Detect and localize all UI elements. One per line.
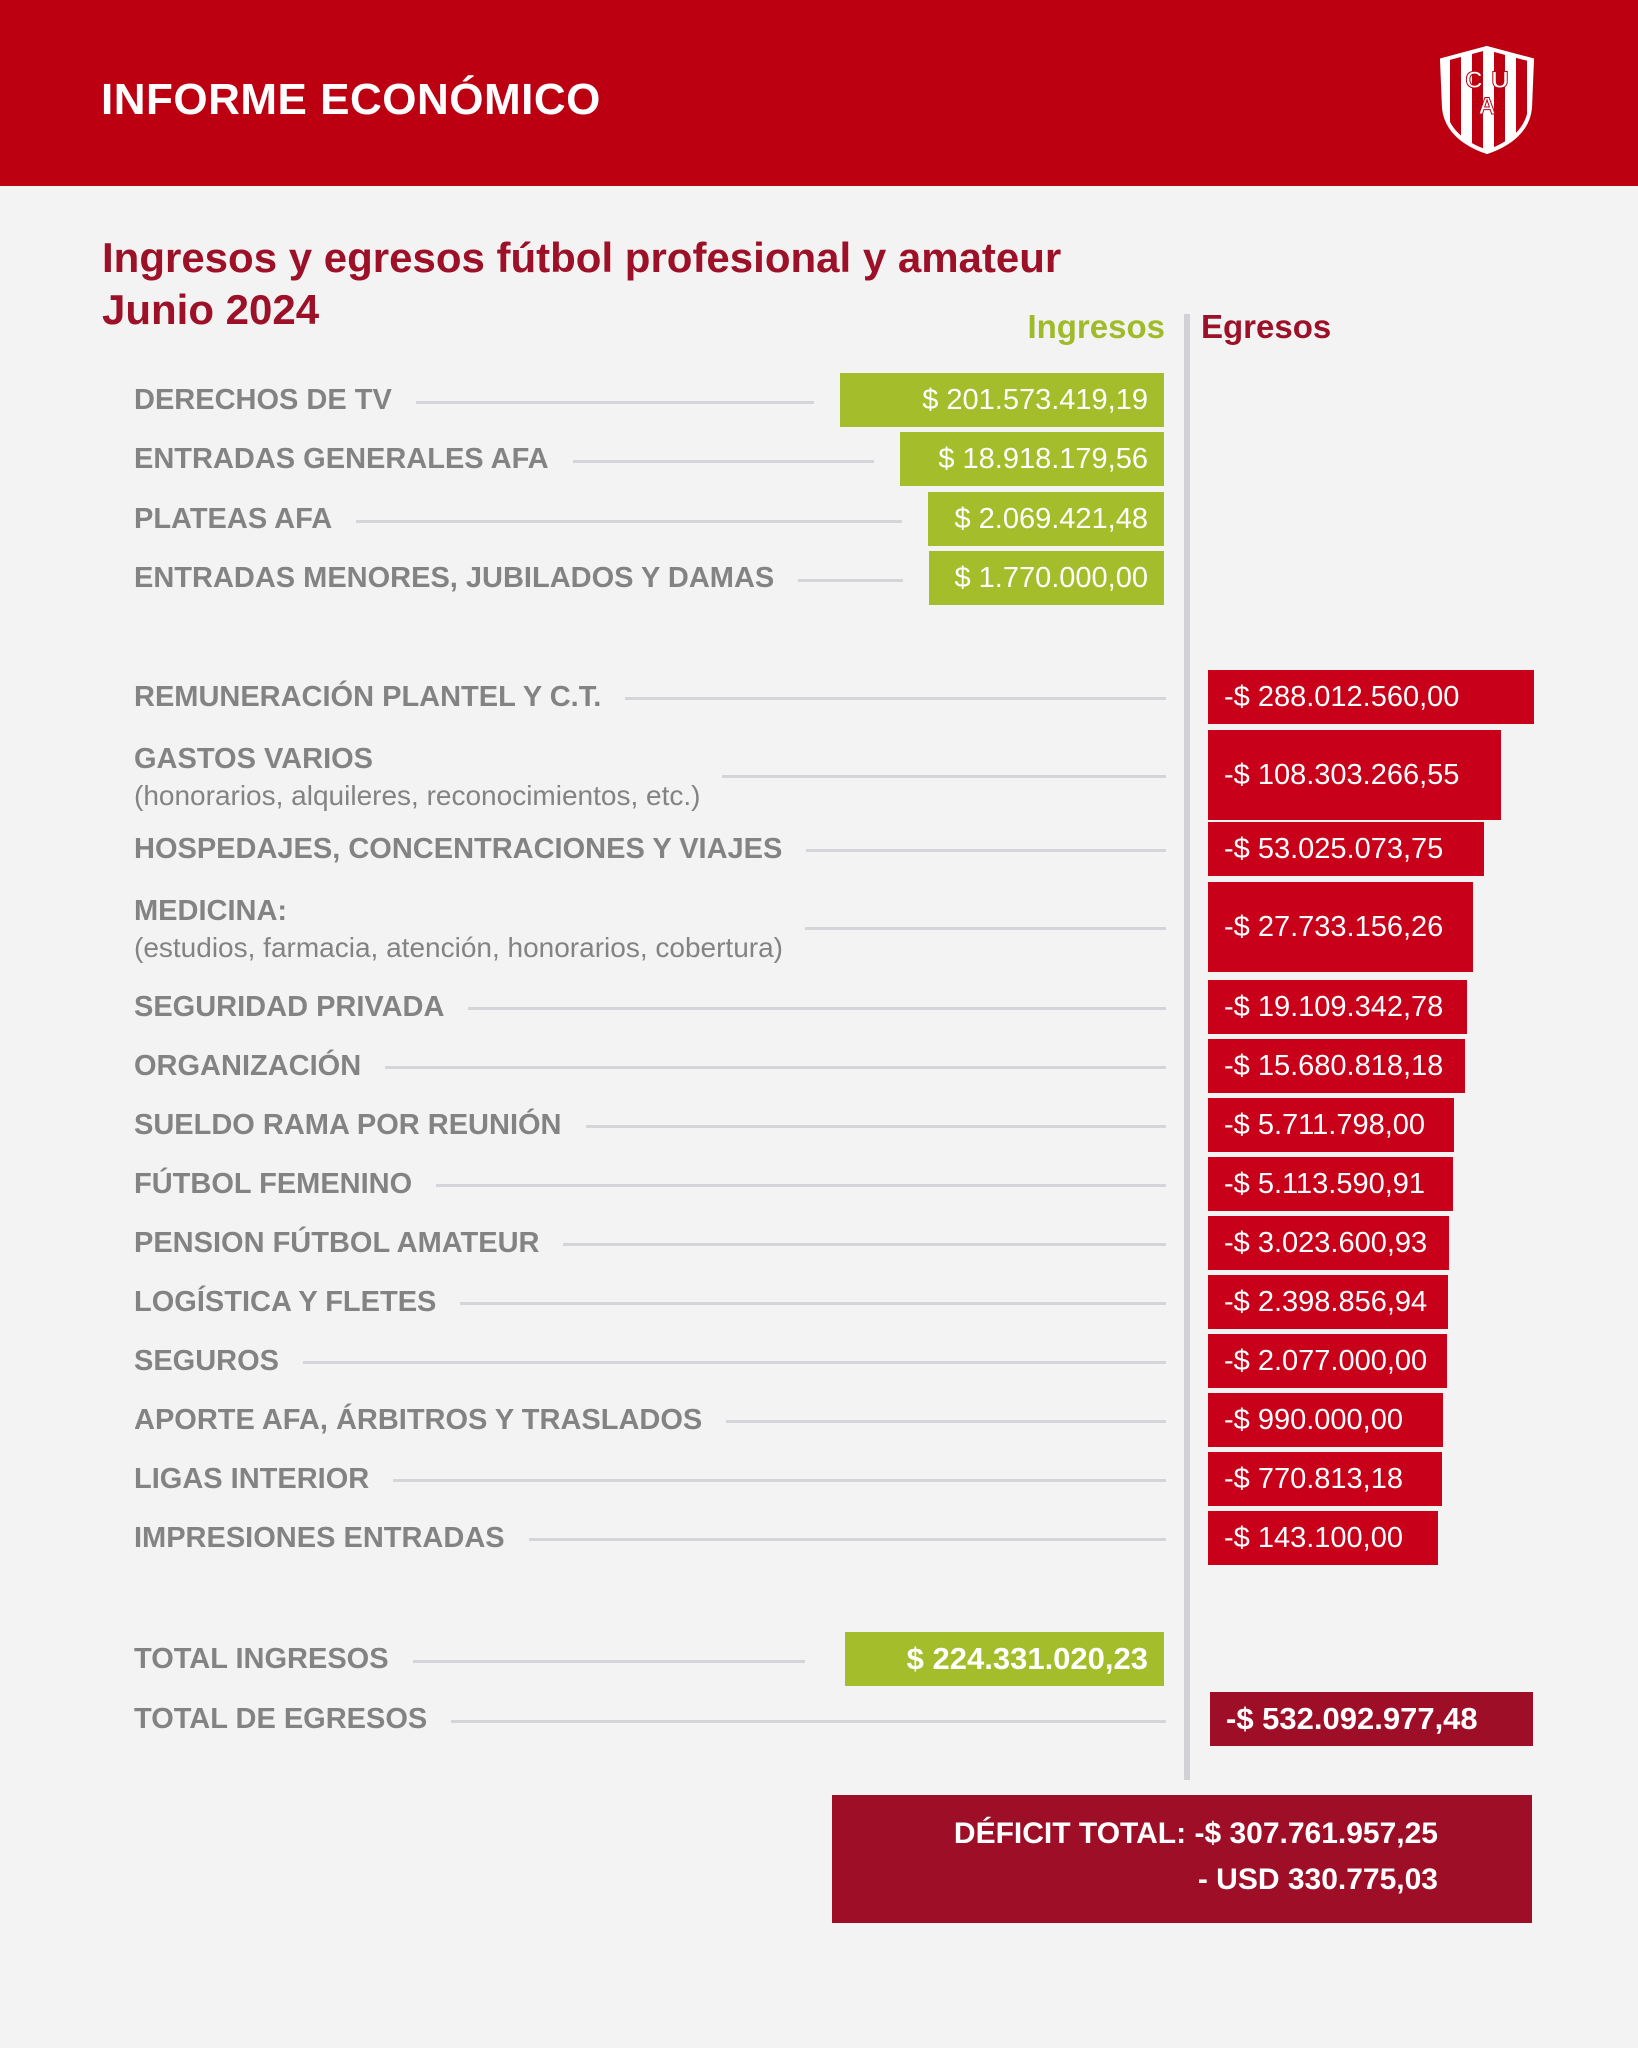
egreso-bar: -$ 15.680.818,18 — [1208, 1039, 1465, 1093]
total-ingresos-bar: $ 224.331.020,23 — [845, 1632, 1164, 1686]
egreso-label: PENSION FÚTBOL AMATEUR — [134, 1227, 540, 1259]
crest-letter-u: U — [1491, 67, 1508, 94]
ingreso-bar: $ 201.573.419,19 — [840, 373, 1164, 427]
egreso-bar: -$ 990.000,00 — [1208, 1393, 1443, 1447]
egreso-leader — [468, 1007, 1166, 1010]
ingreso-bar: $ 2.069.421,48 — [928, 492, 1164, 546]
egreso-label: LOGÍSTICA Y FLETES — [134, 1286, 437, 1318]
egreso-label: MEDICINA: — [134, 895, 288, 927]
ingreso-bar: $ 1.770.000,00 — [929, 551, 1164, 605]
egreso-label: SEGUROS — [134, 1345, 280, 1377]
egreso-leader — [303, 1361, 1166, 1364]
column-header-ingresos: Ingresos — [1027, 308, 1165, 345]
egreso-label: ORGANIZACIÓN — [134, 1050, 362, 1082]
egreso-label: APORTE AFA, ÁRBITROS Y TRASLADOS — [134, 1404, 703, 1436]
ingreso-leader — [415, 401, 814, 404]
header-banner: INFORME ECONÓMICO C A U — [0, 0, 1638, 186]
column-header-egresos: Egresos — [1201, 308, 1332, 345]
egreso-bar: -$ 3.023.600,93 — [1208, 1216, 1449, 1270]
deficit-usd: - USD 330.775,03 — [1197, 1863, 1438, 1896]
egreso-bar: -$ 2.398.856,94 — [1208, 1275, 1448, 1329]
ingreso-label: ENTRADAS GENERALES AFA — [134, 443, 549, 475]
egreso-bar: -$ 27.733.156,26 — [1208, 882, 1473, 972]
club-crest-icon: C A U — [1439, 45, 1535, 155]
column-divider — [1184, 314, 1190, 1780]
egreso-bar: -$ 5.711.798,00 — [1208, 1098, 1454, 1152]
ingreso-leader — [356, 520, 902, 523]
total-egresos-bar: -$ 532.092.977,48 — [1210, 1692, 1533, 1746]
report-title: Ingresos y egresos fútbol profesional y … — [102, 232, 1061, 336]
ingreso-bar: $ 18.918.179,56 — [900, 432, 1164, 486]
egreso-bar: -$ 143.100,00 — [1208, 1511, 1438, 1565]
egreso-bar: -$ 5.113.590,91 — [1208, 1157, 1453, 1211]
egreso-bar: -$ 108.303.266,55 — [1208, 730, 1501, 820]
ingreso-label: DERECHOS DE TV — [134, 384, 392, 416]
egreso-label: HOSPEDAJES, CONCENTRACIONES Y VIAJES — [134, 833, 783, 865]
ingreso-label: ENTRADAS MENORES, JUBILADOS Y DAMAS — [134, 562, 775, 594]
egreso-leader — [436, 1184, 1166, 1187]
ingreso-leader — [572, 460, 874, 463]
egreso-bar: -$ 2.077.000,00 — [1208, 1334, 1447, 1388]
total-ingresos-leader — [412, 1660, 805, 1663]
egreso-leader — [393, 1479, 1166, 1482]
egreso-sublabel: (honorarios, alquileres, reconocimientos… — [134, 780, 701, 811]
egreso-bar: -$ 288.012.560,00 — [1208, 670, 1534, 724]
crest-letter-a: A — [1478, 93, 1495, 120]
egreso-leader — [585, 1125, 1166, 1128]
egreso-leader — [722, 775, 1166, 778]
egreso-leader — [805, 927, 1166, 930]
total-egresos-leader — [451, 1720, 1166, 1723]
egreso-label: SEGURIDAD PRIVADA — [134, 991, 445, 1023]
egreso-bar: -$ 770.813,18 — [1208, 1452, 1442, 1506]
egreso-label: LIGAS INTERIOR — [134, 1463, 370, 1495]
egreso-leader — [460, 1302, 1166, 1305]
egreso-leader — [726, 1420, 1166, 1423]
egreso-leader — [625, 697, 1166, 700]
crest-letter-c: C — [1465, 67, 1482, 94]
egreso-label: REMUNERACIÓN PLANTEL Y C.T. — [134, 681, 602, 713]
egreso-bar: -$ 19.109.342,78 — [1208, 980, 1467, 1034]
deficit-box: DÉFICIT TOTAL: -$ 307.761.957,25 - USD 3… — [832, 1795, 1532, 1923]
deficit-total: DÉFICIT TOTAL: -$ 307.761.957,25 — [953, 1817, 1438, 1850]
egreso-leader — [385, 1066, 1166, 1069]
egreso-leader — [806, 849, 1166, 852]
egreso-leader — [563, 1243, 1166, 1246]
header-title: INFORME ECONÓMICO — [101, 75, 601, 124]
report-title-line2: Junio 2024 — [102, 286, 320, 333]
egreso-label: FÚTBOL FEMENINO — [134, 1168, 413, 1200]
total-ingresos-label: TOTAL INGRESOS — [134, 1643, 389, 1675]
egreso-leader — [528, 1538, 1166, 1541]
egreso-sublabel: (estudios, farmacia, atención, honorario… — [134, 932, 783, 963]
egreso-label: GASTOS VARIOS — [134, 743, 374, 775]
ingreso-label: PLATEAS AFA — [134, 503, 333, 535]
total-egresos-label: TOTAL DE EGRESOS — [134, 1703, 428, 1735]
egreso-bar: -$ 53.025.073,75 — [1208, 822, 1484, 876]
egreso-label: IMPRESIONES ENTRADAS — [134, 1522, 505, 1554]
ingreso-leader — [798, 579, 903, 582]
egreso-label: SUELDO RAMA POR REUNIÓN — [134, 1109, 562, 1141]
report-title-line1: Ingresos y egresos fútbol profesional y … — [102, 234, 1062, 281]
